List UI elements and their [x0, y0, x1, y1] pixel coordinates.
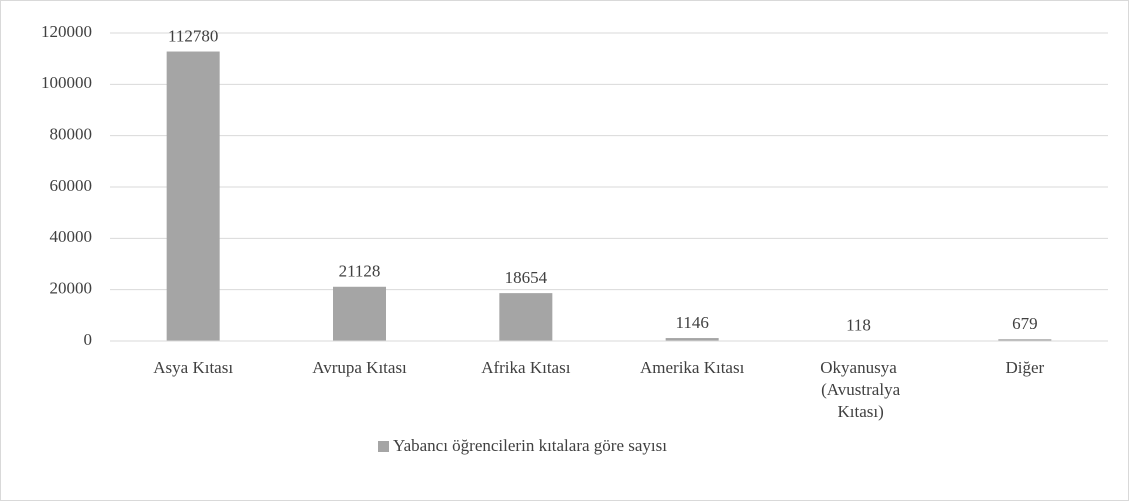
y-tick-label: 0 [84, 330, 93, 349]
y-tick-label: 40000 [50, 227, 93, 246]
bar [166, 51, 220, 341]
y-tick-label: 20000 [50, 279, 93, 298]
x-tick-label: Asya Kıtası [153, 358, 233, 377]
data-label: 21128 [339, 262, 381, 281]
y-tick-label: 100000 [41, 73, 92, 92]
data-label: 18654 [505, 268, 548, 287]
y-tick-label: 120000 [41, 22, 92, 41]
data-label: 1146 [675, 313, 708, 332]
bar [665, 338, 719, 341]
data-label: 112780 [168, 26, 218, 45]
bar [499, 293, 553, 341]
x-tick-label: Afrika Kıtası [481, 358, 571, 377]
y-tick-label: 80000 [50, 125, 93, 144]
x-tick-label: Avrupa Kıtası [312, 358, 407, 377]
y-tick-label: 60000 [50, 176, 93, 195]
legend-swatch [378, 441, 389, 452]
legend-label: Yabancı öğrencilerin kıtalara göre sayıs… [393, 436, 667, 455]
bar [998, 339, 1052, 341]
bar [333, 286, 386, 341]
x-tick-label: Diğer [1005, 358, 1044, 377]
data-label: 679 [1012, 314, 1038, 333]
x-tick-label: Amerika Kıtası [640, 358, 745, 377]
data-label: 118 [846, 316, 871, 335]
x-tick-label: Okyanusya (Avustralya Kıtası) [817, 358, 901, 421]
